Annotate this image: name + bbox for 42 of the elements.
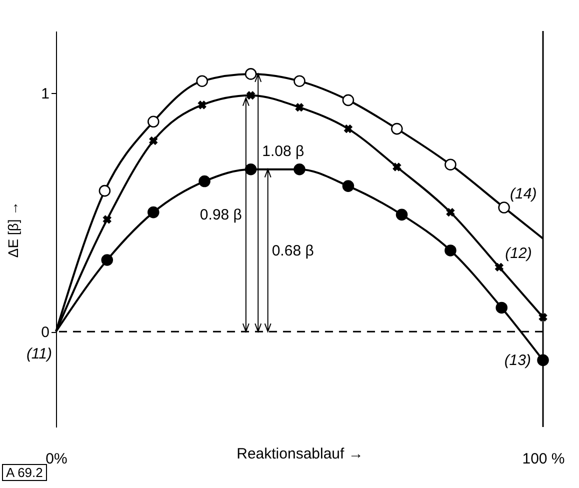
annotation: (11)	[26, 346, 52, 363]
point	[148, 206, 160, 218]
x-tick-label: 100 %	[522, 450, 565, 468]
point	[101, 254, 114, 266]
point	[148, 116, 160, 128]
point	[538, 312, 548, 322]
annotation: 0.98 β	[200, 206, 242, 224]
point	[102, 215, 112, 224]
point	[244, 68, 257, 80]
point	[494, 262, 504, 272]
point	[149, 136, 158, 146]
point	[198, 100, 206, 110]
point	[446, 208, 455, 217]
y-tick-label: 1	[41, 86, 50, 103]
annotation: 0.68 β	[272, 242, 314, 260]
point	[342, 180, 354, 192]
point	[344, 124, 353, 134]
point	[392, 162, 402, 172]
point	[246, 91, 256, 100]
point	[244, 163, 257, 176]
text: A 69.2	[2, 464, 47, 481]
point	[295, 102, 304, 112]
point	[444, 158, 456, 170]
point	[294, 75, 306, 87]
point	[498, 202, 510, 214]
x-tick-label: 0%	[46, 450, 68, 468]
series-label: (13)	[504, 352, 531, 370]
point	[496, 302, 508, 314]
y-axis-title: ΔE [β] →	[5, 201, 22, 258]
annotation: 1.08 β	[262, 143, 304, 160]
point	[342, 94, 354, 106]
point	[198, 175, 210, 188]
series-label: (14)	[510, 186, 537, 203]
point	[391, 122, 403, 135]
point	[396, 208, 408, 221]
point	[196, 75, 208, 87]
point	[294, 163, 306, 176]
x-axis-title: Reaktionsablauf →	[236, 446, 364, 462]
point	[444, 244, 456, 256]
point	[98, 184, 111, 197]
y-tick-label: 0	[41, 324, 50, 342]
series-label: (12)	[505, 245, 532, 262]
